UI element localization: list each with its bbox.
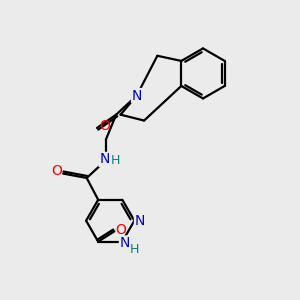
Text: O: O bbox=[116, 223, 126, 237]
Text: H: H bbox=[130, 243, 140, 256]
Text: O: O bbox=[99, 119, 110, 134]
Text: N: N bbox=[119, 236, 130, 250]
Text: N: N bbox=[132, 88, 142, 103]
Text: H: H bbox=[111, 154, 120, 167]
Text: N: N bbox=[134, 214, 145, 228]
Text: O: O bbox=[51, 164, 62, 178]
Text: N: N bbox=[99, 152, 110, 167]
